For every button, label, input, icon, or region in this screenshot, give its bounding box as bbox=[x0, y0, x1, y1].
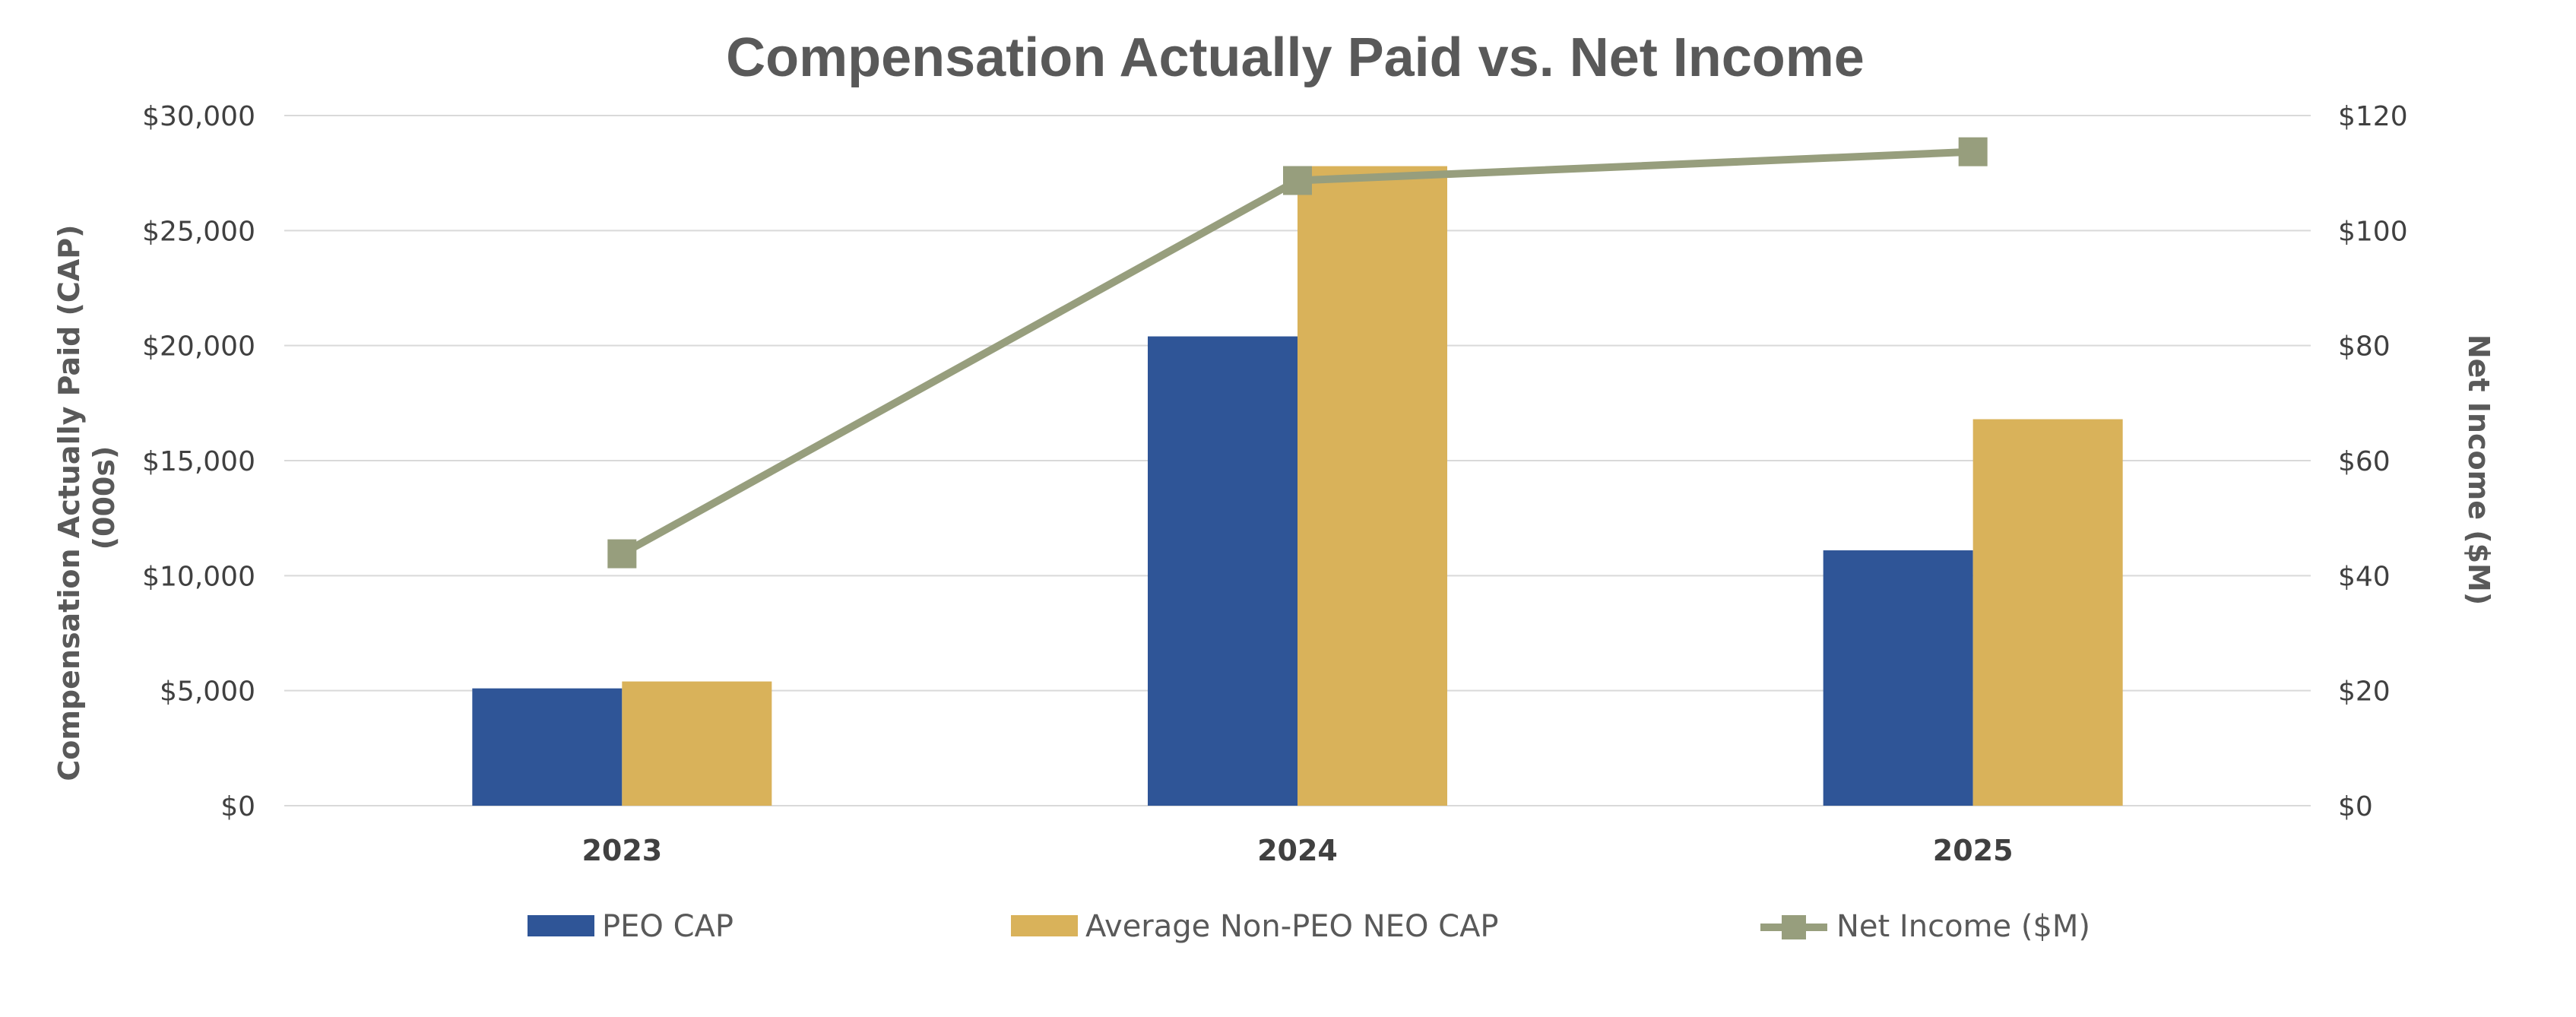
right-tick-label: $0 bbox=[2338, 791, 2373, 822]
net-income-point bbox=[607, 539, 637, 569]
left-tick-label: $5,000 bbox=[160, 676, 255, 708]
left-axis-title-line2: (000s) bbox=[87, 446, 121, 550]
left-axis-ticks: $0 $5,000 $10,000 $15,000 $20,000 $25,000 $30,… bbox=[142, 101, 255, 822]
right-tick-label: $100 bbox=[2338, 216, 2408, 247]
left-axis-title: Compensation Actually Paid (CAP) (000s) bbox=[52, 214, 121, 781]
right-tick-label: $20 bbox=[2338, 676, 2391, 708]
net-income-point bbox=[1283, 166, 1312, 195]
left-tick-label: $0 bbox=[220, 791, 255, 822]
bar-non-peo-neo-cap bbox=[1298, 166, 1447, 806]
legend-label-net-income: Net Income ($M) bbox=[1836, 909, 2090, 944]
left-tick-label: $30,000 bbox=[142, 101, 255, 132]
bar-non-peo-neo-cap bbox=[622, 681, 772, 806]
left-tick-label: $15,000 bbox=[142, 446, 255, 477]
legend: PEO CAP Average Non-PEO NEO CAP Net Inco… bbox=[528, 909, 2090, 944]
category-label: 2025 bbox=[1933, 834, 2014, 867]
legend-swatch-non-peo-neo-cap bbox=[1011, 915, 1078, 936]
left-axis-title-line1: Compensation Actually Paid (CAP) bbox=[52, 225, 86, 781]
right-tick-label: $40 bbox=[2338, 561, 2391, 592]
right-tick-label: $120 bbox=[2338, 101, 2408, 132]
category-labels: 2023 2024 2025 bbox=[581, 834, 2013, 867]
bar-peo-cap bbox=[1823, 550, 1973, 806]
right-axis-ticks: $0 $20 $40 $60 $80 $100 $120 bbox=[2338, 101, 2408, 822]
legend-label-peo-cap: PEO CAP bbox=[602, 909, 734, 944]
category-label: 2023 bbox=[581, 834, 662, 867]
legend-swatch-peo-cap bbox=[528, 915, 594, 936]
left-tick-label: $10,000 bbox=[142, 561, 255, 592]
right-axis-title: Net Income ($M) bbox=[2462, 334, 2495, 605]
category-label: 2024 bbox=[1257, 834, 1338, 867]
legend-label-non-peo-neo-cap: Average Non-PEO NEO CAP bbox=[1085, 909, 1499, 944]
left-tick-label: $20,000 bbox=[142, 331, 255, 363]
chart-title: Compensation Actually Paid vs. Net Incom… bbox=[726, 27, 1865, 88]
bar-peo-cap bbox=[1148, 336, 1298, 806]
bar-non-peo-neo-cap bbox=[1972, 419, 2123, 806]
left-tick-label: $25,000 bbox=[142, 216, 255, 247]
bar-peo-cap bbox=[472, 688, 623, 806]
legend-marker-net-income bbox=[1782, 915, 1806, 939]
net-income-line bbox=[607, 137, 1988, 569]
right-tick-label: $80 bbox=[2338, 331, 2391, 363]
net-income-point bbox=[1958, 137, 1988, 166]
right-tick-label: $60 bbox=[2338, 446, 2391, 477]
bars bbox=[472, 166, 2123, 806]
